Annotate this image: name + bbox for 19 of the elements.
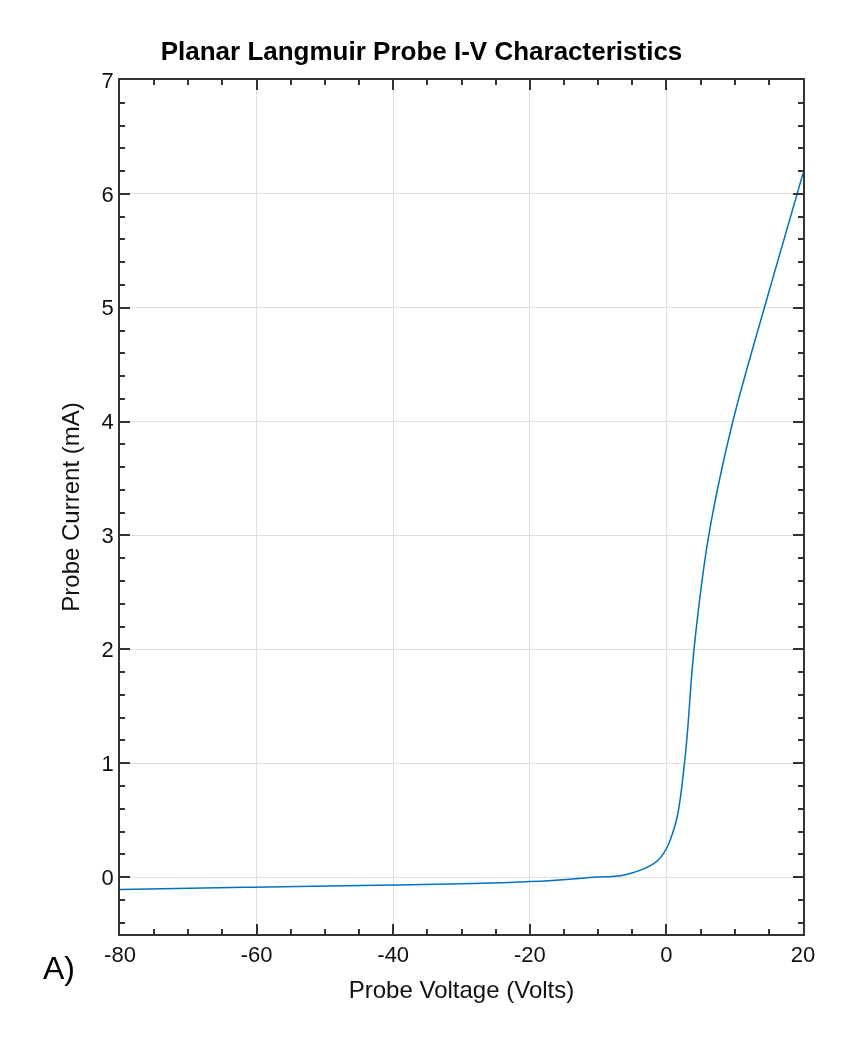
y-tick-label: 0 xyxy=(101,864,114,890)
line-series xyxy=(120,172,803,891)
x-tick-label: -40 xyxy=(377,942,410,968)
y-tick-label: 1 xyxy=(101,750,114,776)
x-tick-label: 20 xyxy=(790,942,816,968)
y-tick-label: 2 xyxy=(101,637,114,663)
y-tick-label: 7 xyxy=(101,67,114,93)
y-tick-label: 5 xyxy=(101,295,114,321)
y-tick-label: 4 xyxy=(101,409,114,435)
x-tick-label: -80 xyxy=(104,942,136,968)
x-tick-label: 0 xyxy=(660,942,673,968)
x-axis-title: Probe Voltage (Volts) xyxy=(348,975,575,1003)
chart-title: Planar Langmuir Probe I-V Characteristics xyxy=(160,35,683,66)
text: A) xyxy=(43,950,75,986)
x-tick-label: -20 xyxy=(513,942,546,968)
y-tick-label: 3 xyxy=(101,523,114,549)
x-tick-label: -60 xyxy=(240,942,273,968)
y-tick-label: 6 xyxy=(101,181,114,207)
y-axis-title: Probe Current (mA) xyxy=(57,402,85,612)
